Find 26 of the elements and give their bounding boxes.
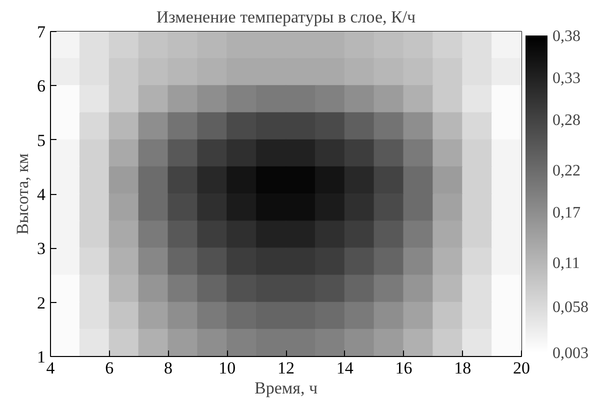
color-bar-label: 0,058 — [552, 298, 588, 316]
y-tick-label: 7 — [37, 22, 46, 42]
x-tick-label: 18 — [454, 358, 472, 378]
y-tick-label: 2 — [37, 293, 46, 312]
color-bar-label: 0,22 — [552, 162, 580, 180]
x-tick-label: 20 — [513, 358, 530, 378]
x-tick-label: 10 — [218, 358, 236, 378]
color-bar-label: 0,11 — [552, 255, 580, 272]
color-bar-label: 0,33 — [552, 70, 580, 88]
y-tick-label: 5 — [37, 130, 46, 150]
y-tick-label: 6 — [37, 76, 46, 96]
chart-title: Изменение температуры в слое, К/ч — [156, 8, 416, 26]
y-tick-label: 3 — [37, 239, 46, 258]
y-axis-title: Высота, км — [13, 153, 32, 235]
x-tick-label: 8 — [164, 358, 172, 378]
color-bar-label: 0,003 — [552, 345, 588, 362]
y-tick-label: 1 — [37, 348, 46, 366]
color-bar-label: 0,38 — [552, 28, 580, 45]
color-bar-label: 0,17 — [552, 204, 580, 222]
x-tick-label: 16 — [395, 358, 412, 378]
x-axis-title: Время, ч — [254, 378, 318, 398]
y-tick-label: 4 — [37, 185, 46, 204]
x-tick-label: 14 — [336, 358, 354, 378]
x-tick-label: 6 — [105, 358, 114, 378]
color-bar-label: 0,28 — [552, 112, 580, 130]
x-tick-label: 12 — [278, 358, 294, 378]
